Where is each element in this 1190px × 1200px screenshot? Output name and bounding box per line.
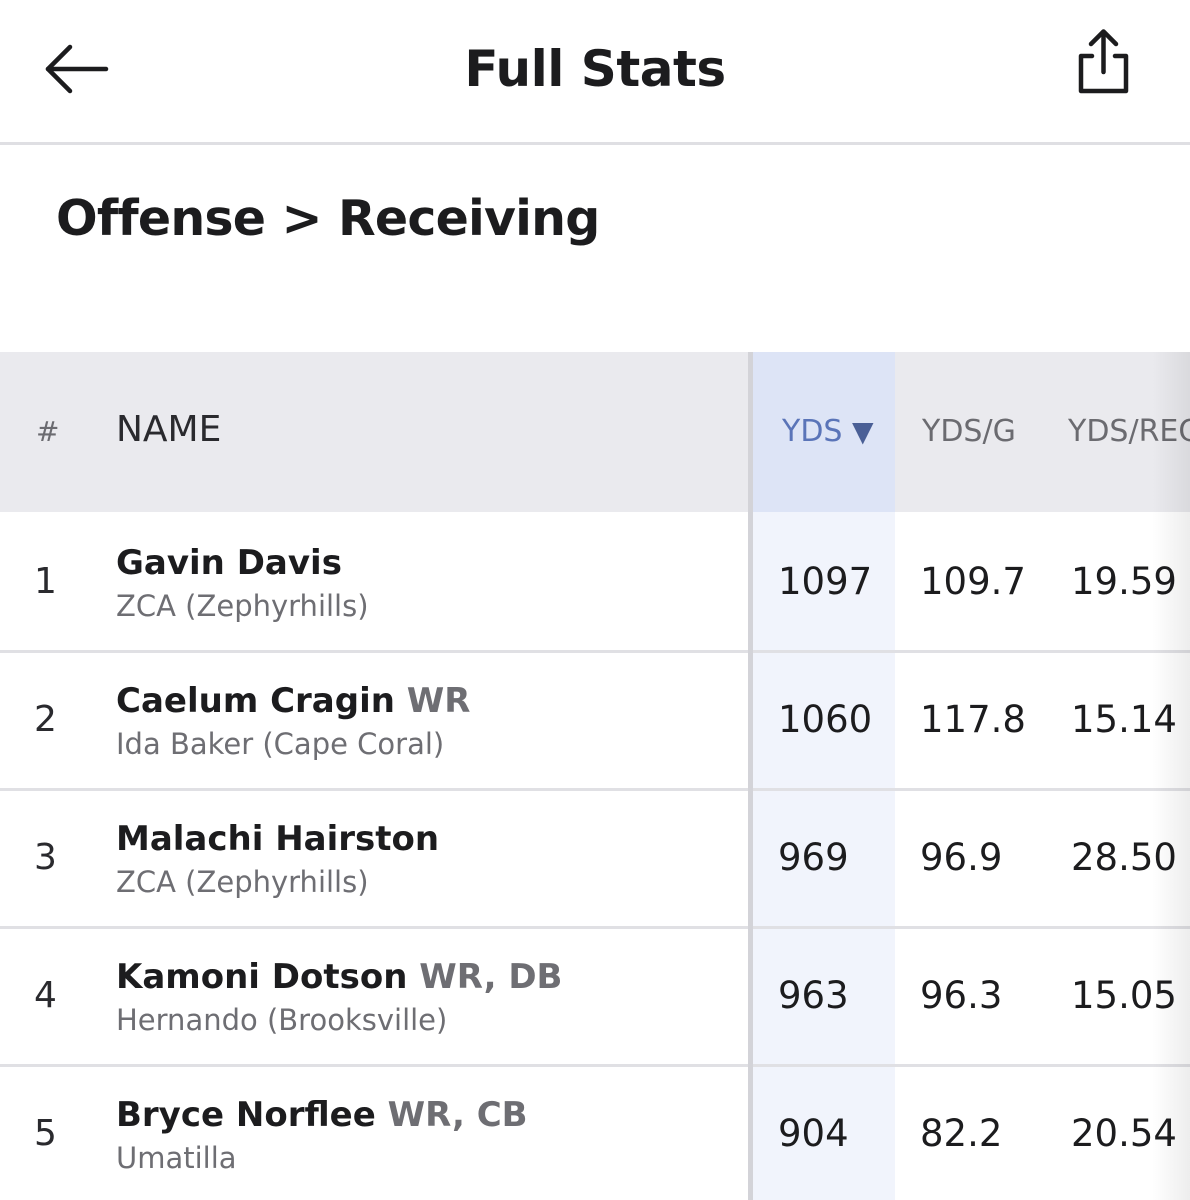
share-icon bbox=[1078, 29, 1129, 94]
player-name[interactable]: Bryce Norflee WR, CB bbox=[116, 1094, 528, 1136]
yds-value: 904 bbox=[778, 1112, 849, 1155]
player-position: WR, CB bbox=[387, 1095, 528, 1135]
player-name-text: Bryce Norflee bbox=[116, 1095, 376, 1135]
table-row[interactable]: 3 Malachi Hairston ZCA (Zephyrhills) 969… bbox=[0, 788, 1190, 929]
yds-value: 963 bbox=[778, 974, 849, 1017]
player-name[interactable]: Gavin Davis bbox=[116, 542, 342, 584]
player-name[interactable]: Malachi Hairston bbox=[116, 818, 439, 860]
player-name-text: Kamoni Dotson bbox=[116, 957, 408, 997]
yds-per-rec-value: 28.50 bbox=[1071, 836, 1177, 879]
table-row[interactable]: 1 Gavin Davis ZCA (Zephyrhills) 1097 109… bbox=[0, 512, 1190, 653]
player-school: ZCA (Zephyrhills) bbox=[116, 589, 369, 623]
table-row[interactable]: 5 Bryce Norflee WR, CB Umatilla 904 82.2… bbox=[0, 1064, 1190, 1200]
breadcrumb: Offense > Receiving bbox=[56, 190, 600, 247]
stats-table: # NAME YDS ▼ YDS/G YDS/REC 1 Gavin Davis… bbox=[0, 352, 1190, 1200]
player-name-text: Malachi Hairston bbox=[116, 819, 440, 859]
yds-value: 1097 bbox=[778, 560, 873, 603]
player-name[interactable]: Kamoni Dotson WR, DB bbox=[116, 956, 562, 998]
sorted-column-header-background bbox=[752, 352, 895, 512]
player-school: ZCA (Zephyrhills) bbox=[116, 865, 369, 899]
table-row[interactable]: 2 Caelum Cragin WR Ida Baker (Cape Coral… bbox=[0, 650, 1190, 791]
player-name-text: Caelum Cragin bbox=[116, 681, 395, 721]
top-bar: Full Stats bbox=[0, 0, 1190, 145]
column-header-yds-per-game[interactable]: YDS/G bbox=[922, 414, 1016, 449]
sort-descending-icon: ▼ bbox=[852, 415, 874, 448]
player-school: Hernando (Brooksville) bbox=[116, 1003, 448, 1037]
column-header-yds-label: YDS bbox=[782, 414, 843, 449]
yds-per-rec-value: 15.14 bbox=[1071, 698, 1177, 741]
player-position: WR bbox=[406, 681, 471, 721]
player-school: Umatilla bbox=[116, 1141, 237, 1175]
yds-per-rec-value: 20.54 bbox=[1071, 1112, 1177, 1155]
column-header-yds-per-rec[interactable]: YDS/REC bbox=[1068, 414, 1190, 449]
yds-per-rec-value: 19.59 bbox=[1071, 560, 1177, 603]
table-header bbox=[0, 352, 1190, 512]
yds-per-game-value: 82.2 bbox=[920, 1112, 1003, 1155]
player-name-text: Gavin Davis bbox=[116, 543, 342, 583]
rank: 2 bbox=[34, 699, 57, 740]
table-row[interactable]: 4 Kamoni Dotson WR, DB Hernando (Brooksv… bbox=[0, 926, 1190, 1067]
player-name[interactable]: Caelum Cragin WR bbox=[116, 680, 470, 722]
frozen-column-divider bbox=[748, 352, 753, 1200]
yds-value: 1060 bbox=[778, 698, 873, 741]
yds-per-rec-value: 15.05 bbox=[1071, 974, 1177, 1017]
back-button[interactable] bbox=[40, 36, 112, 102]
player-position: WR, DB bbox=[419, 957, 563, 997]
rank: 4 bbox=[34, 975, 57, 1016]
yds-per-game-value: 117.8 bbox=[920, 698, 1026, 741]
scroll-fade-edge bbox=[1152, 352, 1190, 1200]
rank: 3 bbox=[34, 837, 57, 878]
yds-per-game-value: 109.7 bbox=[920, 560, 1026, 603]
yds-per-game-value: 96.9 bbox=[920, 836, 1003, 879]
page-title: Full Stats bbox=[464, 40, 726, 98]
yds-per-game-value: 96.3 bbox=[920, 974, 1003, 1017]
column-header-yds[interactable]: YDS ▼ bbox=[782, 412, 874, 452]
rank: 1 bbox=[34, 561, 57, 602]
rank: 5 bbox=[34, 1113, 57, 1154]
column-header-name[interactable]: NAME bbox=[116, 409, 222, 450]
yds-value: 969 bbox=[778, 836, 849, 879]
column-header-rank[interactable]: # bbox=[36, 415, 60, 448]
arrow-left-icon bbox=[45, 44, 109, 94]
share-button[interactable] bbox=[1068, 22, 1140, 104]
player-school: Ida Baker (Cape Coral) bbox=[116, 727, 445, 761]
